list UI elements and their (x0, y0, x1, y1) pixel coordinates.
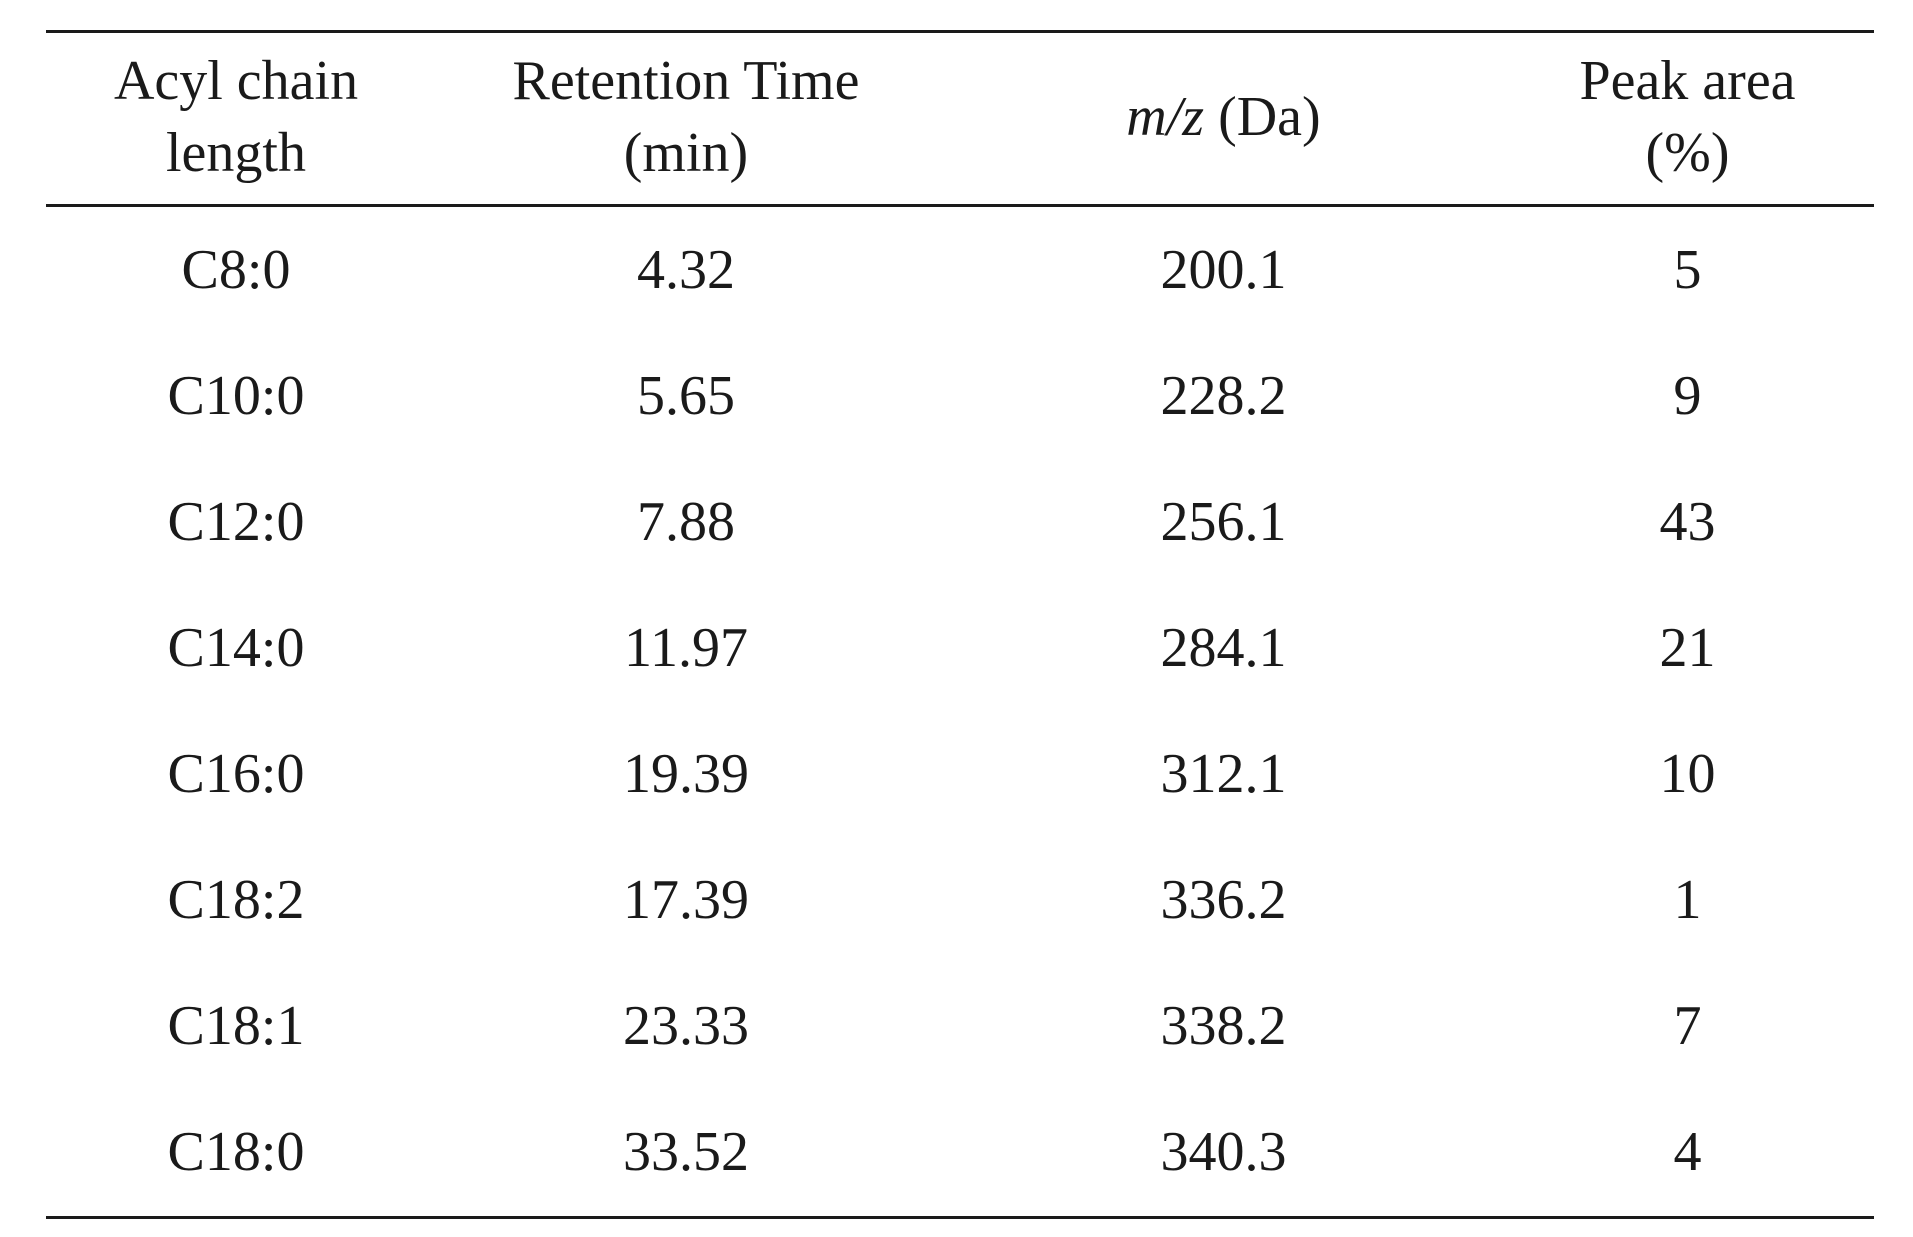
header-line: length (166, 122, 306, 184)
cell-acyl-chain: C18:0 (167, 1121, 305, 1183)
header-retention-time: Retention Time (min) (426, 30, 946, 204)
table-header-rule (46, 204, 1874, 207)
cell-mz: 340.3 (1160, 1121, 1287, 1183)
cell-peak-area: 5 (1673, 239, 1702, 301)
header-line: m/z (Da) (1126, 81, 1320, 153)
table-header: Acyl chain length Retention Time (min) m… (46, 30, 1874, 204)
table-row: C16:0 19.39 312.1 10 (46, 711, 1874, 837)
cell-retention-time: 33.52 (623, 1121, 749, 1183)
header-line: Retention Time (512, 50, 860, 112)
cell-peak-area: 9 (1673, 365, 1702, 427)
cell-peak-area: 43 (1659, 491, 1716, 553)
cell-retention-time: 19.39 (623, 743, 749, 805)
cell-peak-area: 21 (1659, 617, 1716, 679)
cell-retention-time: 5.65 (637, 365, 735, 427)
table-row: C18:2 17.39 336.2 1 (46, 837, 1874, 963)
cell-mz: 338.2 (1160, 995, 1287, 1057)
cell-mz: 284.1 (1160, 617, 1287, 679)
header-line: Peak area (1579, 50, 1796, 112)
cell-mz: 312.1 (1160, 743, 1287, 805)
header-mz-italic: m/z (1126, 86, 1205, 148)
table-row: C12:0 7.88 256.1 43 (46, 459, 1874, 585)
cell-acyl-chain: C12:0 (167, 491, 305, 553)
cell-retention-time: 4.32 (637, 239, 735, 301)
cell-mz: 256.1 (1160, 491, 1287, 553)
table-top-rule (46, 30, 1874, 33)
cell-retention-time: 11.97 (624, 617, 748, 679)
table-row: C10:0 5.65 228.2 9 (46, 333, 1874, 459)
cell-acyl-chain: C18:1 (167, 995, 305, 1057)
cell-retention-time: 17.39 (623, 869, 749, 931)
table-row: C8:0 4.32 200.1 5 (46, 207, 1874, 333)
cell-peak-area: 1 (1673, 869, 1702, 931)
cell-retention-time: 23.33 (623, 995, 749, 1057)
cell-retention-time: 7.88 (637, 491, 735, 553)
cell-mz: 228.2 (1160, 365, 1287, 427)
cell-acyl-chain: C16:0 (167, 743, 305, 805)
cell-peak-area: 10 (1659, 743, 1716, 805)
header-peak-area: Peak area (%) (1501, 30, 1874, 204)
header-acyl-chain-length: Acyl chain length (46, 30, 426, 204)
cell-acyl-chain: C18:2 (167, 869, 305, 931)
cell-mz: 200.1 (1160, 239, 1287, 301)
cell-peak-area: 4 (1673, 1121, 1702, 1183)
cell-peak-area: 7 (1673, 995, 1702, 1057)
header-line: (min) (623, 122, 749, 184)
cell-acyl-chain: C14:0 (167, 617, 305, 679)
header-line: Acyl chain (113, 50, 359, 112)
header-mz-unit: (Da) (1204, 86, 1321, 148)
header-mz: m/z (Da) (946, 30, 1501, 204)
table-bottom-rule (46, 1216, 1874, 1219)
table-row: C14:0 11.97 284.1 21 (46, 585, 1874, 711)
table-row: C18:1 23.33 338.2 7 (46, 963, 1874, 1089)
cell-acyl-chain: C10:0 (167, 365, 305, 427)
table-row: C18:0 33.52 340.3 4 (46, 1089, 1874, 1215)
cell-acyl-chain: C8:0 (181, 239, 291, 301)
header-line: (%) (1645, 122, 1730, 184)
cell-mz: 336.2 (1160, 869, 1287, 931)
